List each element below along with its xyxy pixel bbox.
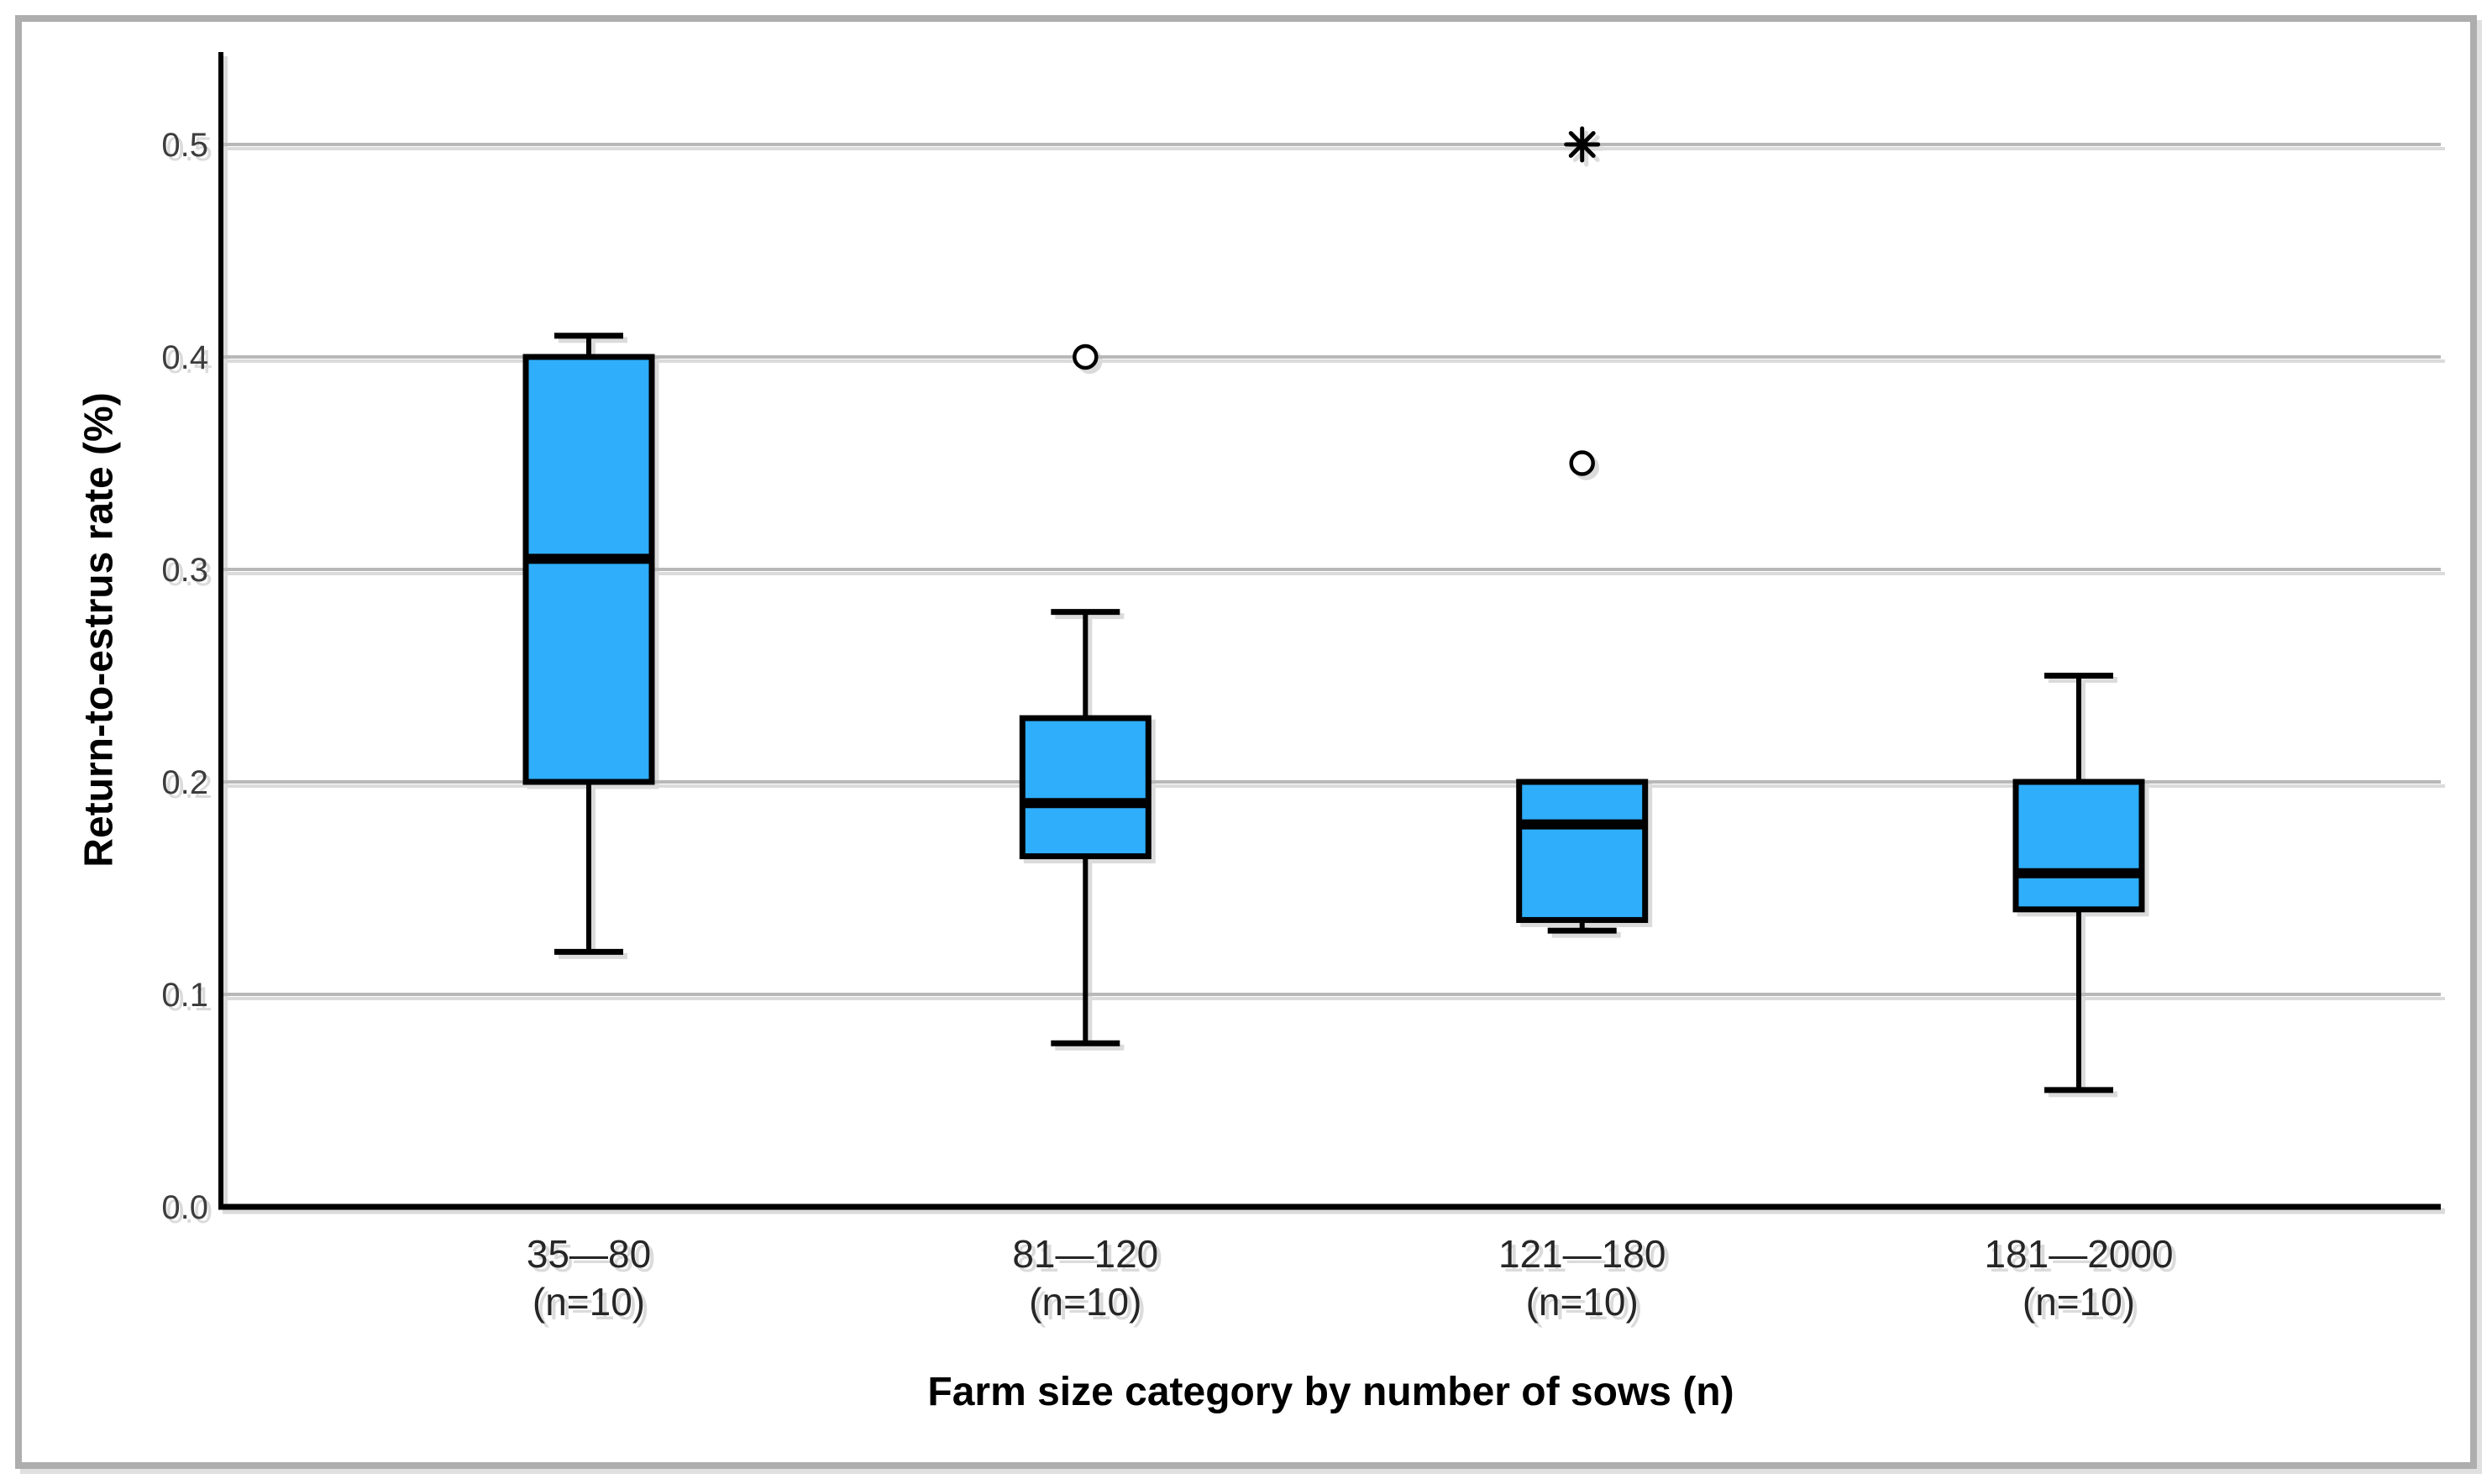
box-rect [1516, 779, 1649, 923]
x-category-sublabel: (n=10) [2022, 1280, 2135, 1324]
box-rect [522, 354, 655, 785]
x-category-label: 81—120 [1012, 1232, 1158, 1276]
y-axis-title: Return-to-estrus rate (%) [76, 392, 122, 868]
y-tick-label: 0.5 [161, 127, 208, 164]
figure-border [15, 15, 2477, 1469]
y-tick-label: 0.0 [161, 1189, 208, 1226]
x-axis-title: Farm size category by number of sows (n) [927, 1370, 1734, 1414]
extreme-outlier-star-marker [1568, 131, 1596, 158]
y-tick-label: 0.4 [161, 339, 208, 376]
y-tick-label: 0.3 [161, 552, 208, 589]
box-rect [1019, 715, 1152, 860]
x-category-label: 121—180 [1498, 1232, 1666, 1276]
outlier-circle-marker [1569, 450, 1595, 476]
outlier-circle-marker [1073, 343, 1099, 370]
y-tick-label: 0.1 [161, 977, 208, 1014]
box-rect [2012, 779, 2145, 913]
x-category-label: 181—2000 [1984, 1232, 2173, 1276]
x-category-sublabel: (n=10) [1029, 1280, 1141, 1324]
x-category-sublabel: (n=10) [533, 1280, 645, 1324]
y-tick-label: 0.2 [161, 764, 208, 801]
x-category-sublabel: (n=10) [1526, 1280, 1639, 1324]
x-category-label: 35—80 [527, 1232, 651, 1276]
